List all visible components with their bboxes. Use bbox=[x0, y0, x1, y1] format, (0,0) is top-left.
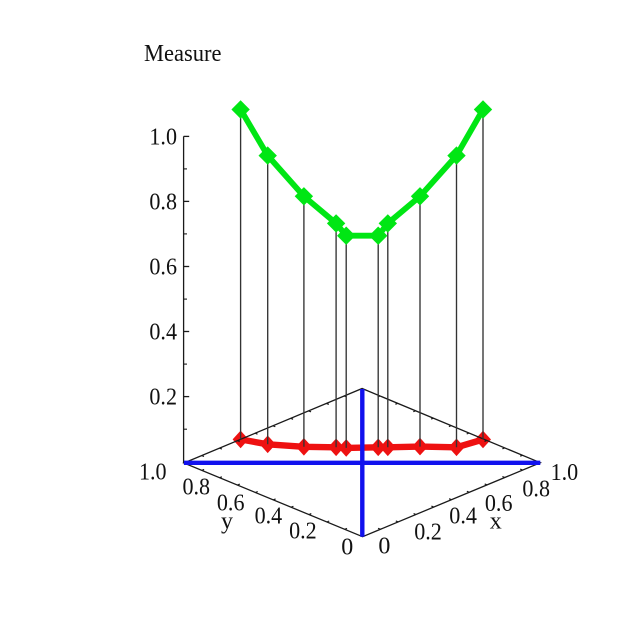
svg-text:0.2: 0.2 bbox=[289, 519, 317, 545]
svg-text:0: 0 bbox=[378, 534, 390, 560]
svg-text:0.2: 0.2 bbox=[149, 385, 177, 411]
svg-text:y: y bbox=[221, 508, 233, 534]
svg-text:0.4: 0.4 bbox=[449, 504, 477, 530]
svg-text:0.8: 0.8 bbox=[149, 189, 177, 215]
svg-text:0.6: 0.6 bbox=[149, 255, 177, 281]
svg-text:1.0: 1.0 bbox=[551, 460, 579, 486]
svg-text:0.8: 0.8 bbox=[183, 474, 211, 500]
svg-text:0.6: 0.6 bbox=[485, 491, 513, 517]
svg-text:0.8: 0.8 bbox=[522, 477, 550, 503]
svg-text:0.4: 0.4 bbox=[255, 504, 283, 530]
svg-text:0: 0 bbox=[341, 535, 353, 561]
svg-text:Measure: Measure bbox=[144, 41, 222, 67]
svg-text:1.0: 1.0 bbox=[149, 124, 177, 150]
svg-text:0.6: 0.6 bbox=[217, 491, 245, 517]
svg-text:0.2: 0.2 bbox=[414, 520, 442, 546]
svg-text:1.0: 1.0 bbox=[139, 460, 167, 486]
svg-text:0.4: 0.4 bbox=[149, 320, 177, 346]
svg-text:x: x bbox=[490, 509, 502, 535]
